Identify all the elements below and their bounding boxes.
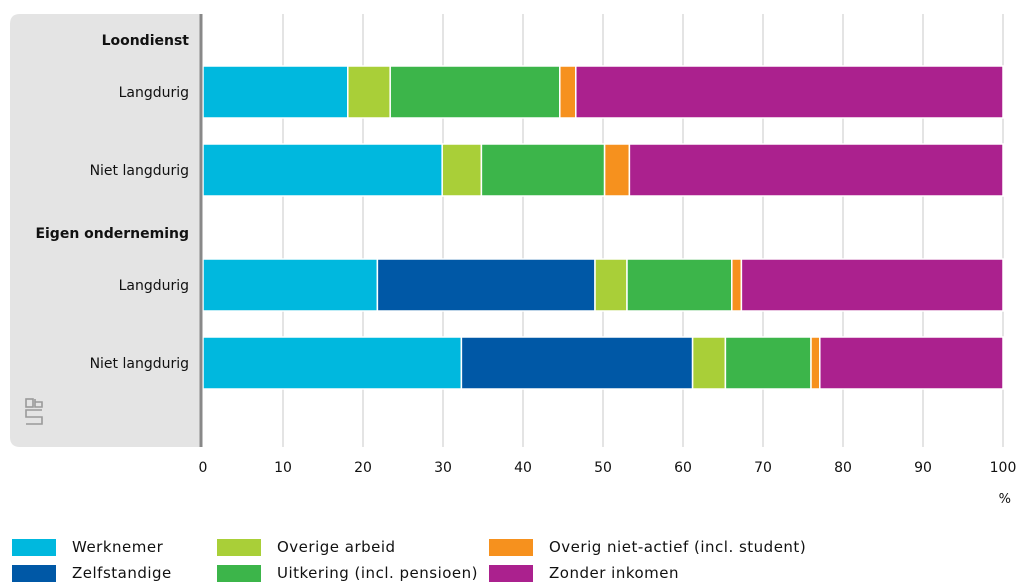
x-axis-unit: % (999, 492, 1011, 507)
legend-label: Zonder inkomen (549, 564, 679, 582)
bar-segment (441, 143, 483, 197)
x-tick-label: 20 (354, 460, 372, 476)
stacked-bar-chart: Loondienst Langdurig Niet langdurig Eigen o… (10, 14, 1017, 507)
legend-label: Uitkering (incl. pensioen) (277, 564, 479, 582)
bar-segment (202, 336, 463, 390)
legend-label: Overige arbeid (277, 538, 396, 556)
legend-swatch (217, 564, 261, 582)
legend-item: Overige arbeid (217, 537, 396, 557)
group-label: Eigen onderneming (35, 226, 189, 242)
row-label: Langdurig (119, 278, 189, 294)
bar-segment (202, 65, 349, 119)
x-tick-label: 0 (199, 460, 208, 476)
bar-segment (628, 143, 1004, 197)
x-tick-label: 30 (434, 460, 452, 476)
x-tick-label: 80 (834, 460, 852, 476)
bars (202, 65, 1004, 390)
legend-label: Zelfstandige (72, 564, 172, 582)
bar-segment (819, 336, 1004, 390)
x-tick-label: 10 (274, 460, 292, 476)
category-panel (10, 14, 200, 447)
legend-label: Werknemer (72, 538, 164, 556)
legend-swatch (12, 564, 56, 582)
legend-swatch (489, 564, 533, 582)
bar-segment (389, 65, 561, 119)
bar-segment (810, 336, 821, 390)
legend-swatch (217, 538, 261, 556)
bar-segment (603, 143, 631, 197)
row-label: Niet langdurig (90, 356, 189, 372)
legend-swatch (489, 538, 533, 556)
legend: Werknemer Zelfstandige Overige arbeid Uitke… (12, 537, 1012, 587)
legend-item: Zelfstandige (12, 563, 172, 583)
x-tick-label: 70 (754, 460, 772, 476)
cbs-logo-icon (25, 398, 43, 425)
legend-item: Zonder inkomen (489, 563, 679, 583)
bar-segment (691, 336, 727, 390)
bar-segment (202, 143, 443, 197)
bar-segment (376, 258, 596, 312)
x-tick-label: 40 (514, 460, 532, 476)
legend-item: Overig niet-actief (incl. student) (489, 537, 806, 557)
row-label: Niet langdurig (90, 163, 189, 179)
bar-segment (559, 65, 577, 119)
bar-segment (460, 336, 694, 390)
x-tick-label: 100 (990, 460, 1017, 476)
bar-segment (626, 258, 733, 312)
x-tick-label: 90 (914, 460, 932, 476)
x-tick-label: 60 (674, 460, 692, 476)
bar-segment (740, 258, 1004, 312)
legend-item: Uitkering (incl. pensioen) (217, 563, 478, 583)
legend-item: Werknemer (12, 537, 163, 557)
x-tick-label: 50 (594, 460, 612, 476)
x-axis-tick-labels: 0 10 20 30 40 50 60 70 80 90 100 (199, 460, 1017, 476)
category-labels: Loondienst Langdurig Niet langdurig Eigen o… (35, 33, 189, 372)
legend-swatch (12, 538, 56, 556)
bar-segment (731, 258, 743, 312)
bar-segment (202, 258, 379, 312)
bar-segment (724, 336, 812, 390)
bar-segment (594, 258, 628, 312)
bar-segment (347, 65, 391, 119)
bar-segment (480, 143, 606, 197)
row-label: Langdurig (119, 85, 189, 101)
bar-segment (575, 65, 1004, 119)
group-label: Loondienst (102, 33, 190, 49)
legend-label: Overig niet-actief (incl. student) (549, 538, 807, 556)
